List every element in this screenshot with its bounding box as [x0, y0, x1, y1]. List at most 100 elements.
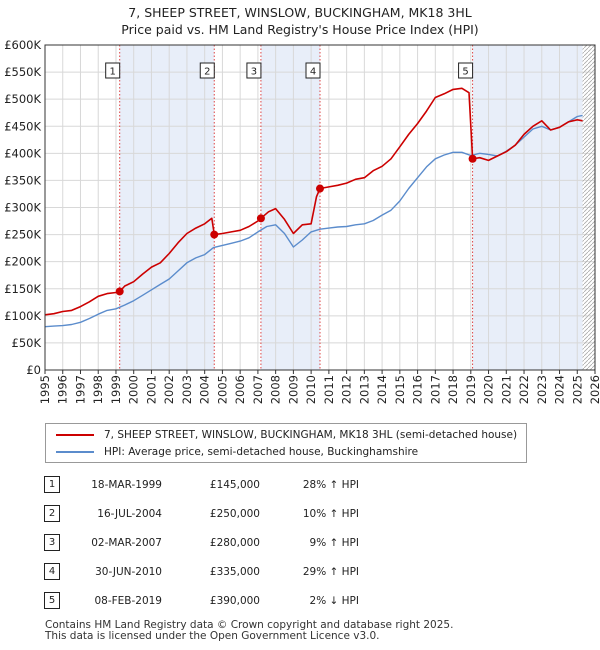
x-tick-label: 2002 [162, 375, 176, 404]
x-tick-label: 2012 [340, 375, 354, 404]
sale-number: 1 [44, 476, 60, 493]
sale-label: 5 [462, 67, 468, 78]
table-row: 4 30-JUN-2010 £335,000 29% ↑ HPI [44, 557, 359, 586]
chart-subtitle: Price paid vs. HM Land Registry's House … [121, 22, 479, 37]
x-tick-label: 2003 [180, 375, 194, 404]
sale-label: 3 [251, 67, 257, 78]
x-tick-label: 2010 [304, 375, 318, 404]
x-tick-label: 2000 [127, 375, 141, 404]
sale-number: 5 [44, 592, 60, 609]
table-row: 3 02-MAR-2007 £280,000 9% ↑ HPI [44, 528, 359, 557]
sale-date: 18-MAR-1999 [91, 478, 162, 491]
hpi-line [44, 114, 583, 328]
y-tick-label: £600K [4, 38, 41, 52]
chart-title: 7, SHEEP STREET, WINSLOW, BUCKINGHAM, MK… [128, 5, 472, 20]
sale-price: £335,000 [209, 565, 260, 578]
legend-item-property: 7, SHEEP STREET, WINSLOW, BUCKINGHAM, MK… [56, 427, 517, 443]
x-tick-label: 2006 [233, 375, 247, 404]
table-row: 2 16-JUL-2004 £250,000 10% ↑ HPI [44, 499, 359, 528]
x-tick-label: 2015 [393, 375, 407, 404]
sale-label-box [458, 62, 474, 79]
forecast-hatch [582, 45, 595, 370]
sale-price: £145,000 [209, 478, 260, 491]
x-tick-label: 2020 [482, 375, 496, 404]
legend: 7, SHEEP STREET, WINSLOW, BUCKINGHAM, MK… [45, 423, 527, 463]
sale-hpi-diff: 28% ↑ HPI [302, 478, 359, 491]
property-price-line [44, 87, 583, 316]
sale-point [316, 184, 324, 193]
footer: Contains HM Land Registry data © Crown c… [45, 620, 453, 642]
x-tick-label: 2019 [464, 375, 478, 404]
x-tick-label: 2016 [411, 375, 425, 404]
price-chart: 1 2 3 4 5 £0 £50K £100K £150K £200K £250K £300K £35… [4, 38, 600, 404]
x-tick-label: 1997 [73, 375, 87, 404]
sale-label: 2 [204, 67, 210, 78]
x-tick-label: 2011 [322, 375, 336, 404]
y-tick-label: £550K [4, 65, 41, 79]
x-tick-label: 2017 [428, 375, 442, 404]
y-tick-label: £150K [4, 282, 41, 296]
x-tick-label: 1999 [109, 375, 123, 404]
x-tick-label: 2023 [535, 375, 549, 404]
sale-hpi-diff: 2% ↓ HPI [309, 594, 359, 607]
sale-label: 4 [310, 67, 316, 78]
sale-hpi-diff: 29% ↑ HPI [302, 565, 359, 578]
y-tick-label: £0 [26, 363, 41, 377]
x-tick-label: 2018 [446, 375, 460, 404]
legend-label-hpi: HPI: Average price, semi-detached house,… [104, 446, 419, 458]
sale-point [210, 230, 219, 239]
x-tick-label: 2004 [198, 375, 212, 404]
sale-number: 3 [44, 534, 60, 551]
plot-frame [44, 44, 596, 371]
sale-hpi-diff: 9% ↑ HPI [309, 536, 359, 549]
sale-label-box [246, 62, 262, 79]
x-tick-label: 2007 [251, 375, 265, 404]
footer-copyright: Contains HM Land Registry data © Crown c… [45, 619, 454, 631]
y-tick-label: £50K [12, 336, 42, 350]
sale-label-box [105, 62, 121, 79]
sale-label-box [199, 62, 215, 79]
x-tick-label: 2008 [269, 375, 283, 404]
x-tick-label: 2025 [570, 375, 584, 404]
y-tick-label: £300K [4, 201, 41, 215]
y-tick-label: £350K [4, 173, 41, 187]
y-tick-label: £500K [4, 92, 41, 106]
x-tick-label: 2013 [357, 375, 371, 404]
y-tick-label: £250K [4, 228, 41, 242]
sale-date: 30-JUN-2010 [95, 565, 162, 578]
x-tick-label: 2009 [286, 375, 300, 404]
y-tick-label: £200K [4, 255, 41, 269]
sale-price: £390,000 [209, 594, 260, 607]
y-tick-label: £450K [4, 119, 41, 133]
sale-price: £280,000 [209, 536, 260, 549]
sale-point [256, 214, 265, 223]
x-tick-label: 2026 [588, 375, 600, 404]
sale-label-box [305, 62, 321, 79]
table-row: 1 18-MAR-1999 £145,000 28% ↑ HPI [44, 470, 359, 499]
y-tick-label: £400K [4, 146, 41, 160]
sale-point [115, 287, 124, 296]
legend-label-property: 7, SHEEP STREET, WINSLOW, BUCKINGHAM, MK… [104, 429, 518, 441]
x-tick-label: 1996 [56, 375, 70, 404]
footer-licence: This data is licensed under the Open Gov… [45, 630, 380, 642]
y-tick-label: £100K [4, 309, 41, 323]
x-tick-label: 2024 [553, 375, 567, 404]
sale-date: 08-FEB-2019 [94, 594, 162, 607]
legend-swatch-blue [56, 451, 94, 453]
x-tick-label: 2005 [215, 375, 229, 404]
sales-table: 1 18-MAR-1999 £145,000 28% ↑ HPI 2 16-JU… [44, 470, 359, 615]
sale-number: 2 [44, 505, 60, 522]
x-tick-label: 2001 [144, 375, 158, 404]
sale-number: 4 [44, 563, 60, 580]
table-row: 5 08-FEB-2019 £390,000 2% ↓ HPI [44, 586, 359, 615]
sale-date: 02-MAR-2007 [91, 536, 162, 549]
chart-title-block: 7, SHEEP STREET, WINSLOW, BUCKINGHAM, MK… [0, 4, 600, 38]
x-tick-label: 1998 [91, 375, 105, 404]
x-tick-label: 1995 [38, 375, 52, 404]
x-tick-label: 2022 [517, 375, 531, 404]
sale-hpi-diff: 10% ↑ HPI [302, 507, 359, 520]
x-tick-label: 2014 [375, 375, 389, 404]
sale-date: 16-JUL-2004 [97, 507, 162, 520]
x-tick-label: 2021 [499, 375, 513, 404]
sale-label: 1 [110, 67, 116, 78]
